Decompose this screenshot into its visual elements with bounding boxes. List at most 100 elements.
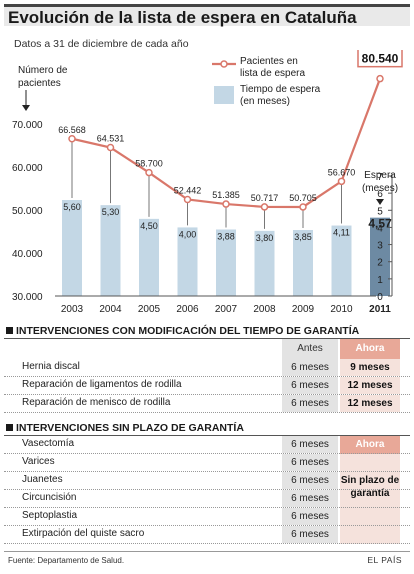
right-axis-tick-label: 5 bbox=[377, 206, 383, 217]
row-label: Varices bbox=[22, 456, 55, 467]
table-row: Reparación de ligamentos de rodilla 6 me… bbox=[4, 377, 410, 395]
section-no-guarantee-title: INTERVENCIONES SIN PLAZO DE GARANTÍA bbox=[4, 420, 410, 436]
point-label: 58.700 bbox=[135, 159, 163, 169]
right-axis-tick-label: 3 bbox=[377, 241, 383, 252]
waiting-list-chart: 70.000 60.000 50.000 40.000 30.000 Número de p… bbox=[12, 50, 403, 315]
table-row: Varices 6 meses bbox=[4, 454, 410, 472]
line-point bbox=[260, 203, 269, 211]
down-arrow-icon bbox=[22, 105, 30, 111]
left-axis-tick: 30.000 bbox=[12, 292, 43, 303]
left-axis-tick: 70.000 bbox=[12, 120, 43, 131]
right-axis-tick-label: 0 bbox=[377, 292, 383, 303]
left-axis-label: Número de bbox=[18, 65, 68, 76]
left-axis-label: pacientes bbox=[18, 78, 61, 89]
bar-wait-time bbox=[139, 218, 159, 296]
bar-wait-time bbox=[216, 229, 236, 296]
bar-wait-time bbox=[293, 230, 313, 296]
row-label: Extirpación del quiste sacro bbox=[22, 528, 145, 539]
bar-label: 3,85 bbox=[294, 232, 312, 242]
section-modified-guarantee: INTERVENCIONES CON MODIFICACIÓN DEL TIEM… bbox=[4, 323, 410, 413]
point-label: 50.717 bbox=[251, 193, 279, 203]
right-axis-tick-label: 4 bbox=[377, 223, 383, 234]
line-point bbox=[337, 177, 346, 186]
bar-wait-time bbox=[254, 230, 275, 296]
footer-divider bbox=[4, 551, 410, 552]
page-title: Evolución de la lista de espera en Catal… bbox=[8, 8, 357, 27]
ahora-block: Ahora Sin plazo de garantía bbox=[340, 436, 400, 544]
table-header: Antes Ahora bbox=[4, 339, 410, 359]
row-label: Juanetes bbox=[22, 474, 63, 485]
right-axis-tick-label: 6 bbox=[377, 189, 383, 200]
row-antes: 6 meses bbox=[282, 472, 338, 489]
section-no-guarantee: INTERVENCIONES SIN PLAZO DE GARANTÍA Aho… bbox=[4, 420, 410, 544]
highlight-box bbox=[357, 50, 403, 68]
section-modified-title: INTERVENCIONES CON MODIFICACIÓN DEL TIEM… bbox=[4, 323, 410, 339]
no-guarantee-table: Ahora Sin plazo de garantía Vasectomía 6… bbox=[4, 436, 410, 544]
brand-logo: EL PAÍS bbox=[367, 555, 402, 565]
x-tick-label: 2007 bbox=[215, 304, 238, 315]
col-antes-header: Antes bbox=[282, 339, 338, 359]
page-subtitle: Datos a 31 de diciembre de cada año bbox=[14, 38, 189, 50]
row-antes: 6 meses bbox=[282, 490, 338, 507]
row-antes: 6 meses bbox=[282, 395, 338, 412]
row-label: Hernia discal bbox=[22, 361, 80, 372]
x-tick-label: 2003 bbox=[61, 304, 84, 315]
bar-label: 5,60 bbox=[63, 202, 81, 212]
right-axis-tick-label: 2 bbox=[377, 258, 383, 269]
right-axis-tick-label: 1 bbox=[377, 275, 383, 286]
x-tick-label: 2009 bbox=[292, 304, 315, 315]
right-axis-tick-label: 7 bbox=[377, 172, 383, 183]
row-antes: 6 meses bbox=[282, 359, 338, 376]
table-row: Hernia discal 6 meses 9 meses bbox=[4, 359, 410, 377]
bar-wait-time bbox=[177, 227, 198, 296]
table-row: Septoplastia 6 meses bbox=[4, 508, 410, 526]
row-antes: 6 meses bbox=[282, 454, 338, 471]
line-point bbox=[106, 143, 115, 152]
bar-label: 3,80 bbox=[256, 233, 274, 243]
row-label: Reparación de menisco de rodilla bbox=[22, 397, 171, 408]
no-term-label: Sin plazo de garantía bbox=[340, 475, 400, 499]
left-axis-tick: 50.000 bbox=[12, 206, 43, 217]
bar-label: 5,30 bbox=[102, 207, 120, 217]
row-ahora: 9 meses bbox=[340, 359, 400, 376]
legend-line-marker bbox=[220, 60, 228, 68]
right-axis-label: (meses) bbox=[362, 183, 398, 194]
line-point bbox=[376, 74, 384, 83]
line-point bbox=[183, 195, 192, 204]
source-note: Fuente: Departamento de Salud. bbox=[8, 556, 125, 565]
row-antes: 6 meses bbox=[282, 436, 338, 453]
row-antes: 6 meses bbox=[282, 508, 338, 525]
point-label: 50.705 bbox=[289, 193, 317, 203]
x-tick-label: 2011 bbox=[369, 304, 391, 315]
line-point bbox=[145, 168, 153, 177]
x-tick-label: 2004 bbox=[99, 304, 122, 315]
line-point bbox=[68, 135, 76, 143]
bar-label: 4,57 bbox=[368, 217, 392, 231]
row-antes: 6 meses bbox=[282, 526, 338, 543]
table-row: Reparación de menisco de rodilla 6 meses… bbox=[4, 395, 410, 413]
point-label: 51.385 bbox=[212, 190, 240, 200]
title-bar: Evolución de la lista de espera en Catal… bbox=[4, 4, 410, 27]
right-axis-label: Espera bbox=[364, 170, 396, 181]
legend-line-label: Pacientes en bbox=[240, 56, 298, 67]
point-label: 56.670 bbox=[328, 167, 356, 177]
legend-line-label: lista de espera bbox=[240, 68, 305, 79]
bar-wait-time bbox=[100, 205, 121, 296]
row-label: Septoplastia bbox=[22, 510, 78, 521]
table-row: Juanetes 6 meses bbox=[4, 472, 410, 490]
x-tick-label: 2008 bbox=[253, 304, 276, 315]
line-point bbox=[222, 200, 230, 208]
left-axis-tick: 60.000 bbox=[12, 163, 43, 174]
point-label: 64.531 bbox=[97, 134, 125, 144]
legend-bar-label: (en meses) bbox=[240, 96, 290, 107]
col-ahora-header: Ahora bbox=[340, 339, 400, 359]
table-row: Circuncisión 6 meses bbox=[4, 490, 410, 508]
row-ahora: 12 meses bbox=[340, 395, 400, 412]
bar-wait-time bbox=[331, 225, 352, 296]
bar-wait-time bbox=[370, 217, 390, 296]
row-antes: 6 meses bbox=[282, 377, 338, 394]
point-label: 66.568 bbox=[58, 125, 86, 135]
point-label: 52.442 bbox=[174, 185, 202, 195]
line-point bbox=[299, 203, 307, 211]
highlight-value: 80.540 bbox=[362, 52, 399, 66]
